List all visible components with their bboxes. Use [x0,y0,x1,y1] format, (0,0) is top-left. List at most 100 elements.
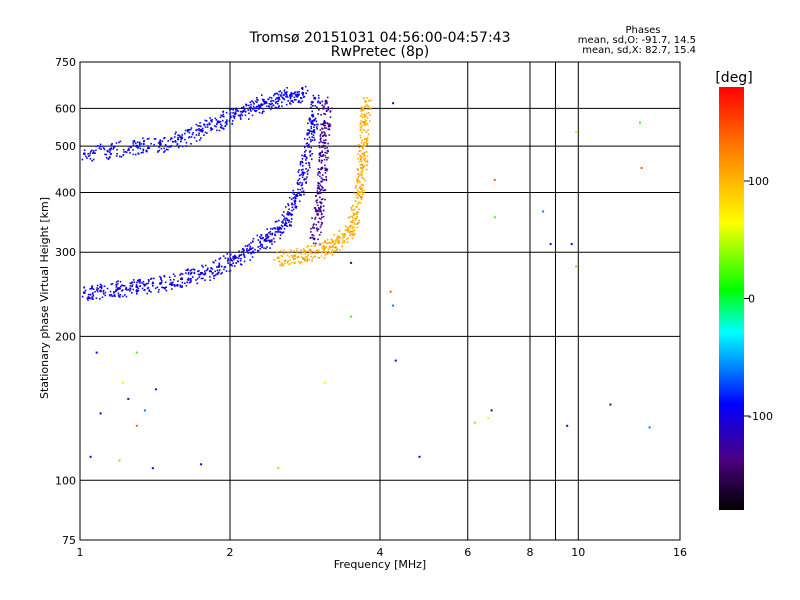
trace-echo [360,160,363,163]
trace-echo [292,192,294,194]
trace-echo [214,270,216,273]
trace-echo [300,97,302,100]
trace-echo [362,108,364,110]
trace-echo [214,117,217,120]
trace-echo [187,129,189,131]
trace-echo [285,206,287,208]
trace-echo [358,179,360,182]
trace-echo [285,217,288,219]
trace-echo [240,254,242,257]
trace-echo [129,287,131,289]
trace-echo [320,255,323,257]
trace-echo [85,155,87,158]
trace-echo [363,143,365,145]
trace-echo [111,295,113,297]
trace-echo [301,183,303,186]
trace-echo [176,284,179,286]
trace-echo [320,192,322,194]
trace-echo [268,239,271,242]
trace-echo [242,249,245,252]
trace-echo [337,242,339,245]
trace-echo [193,269,196,271]
trace-echo [288,196,291,199]
trace-echo [329,110,332,112]
trace-echo [314,218,316,220]
trace-echo [245,103,247,106]
trace-echo [165,148,168,151]
trace-echo [314,105,316,107]
trace-echo [318,188,321,190]
trace-echo [115,281,118,283]
trace-echo [321,123,324,126]
trace-echo [270,100,272,103]
trace-echo [269,247,271,249]
trace-echo [324,240,326,242]
trace-echo [150,142,152,145]
trace-point [82,152,86,156]
trace-echo [318,170,320,173]
trace-echo [361,170,364,173]
trace-echo [231,120,234,122]
trace-echo [286,225,289,228]
trace-echo [305,157,308,159]
trace-echo [203,123,206,126]
trace-echo [136,281,138,284]
trace-echo [265,247,267,250]
trace-echo [280,94,282,96]
trace-echo [319,129,322,131]
trace-echo [329,251,331,253]
trace-echo [361,193,364,196]
trace-echo [324,164,326,167]
trace-echo [92,295,95,297]
trace-echo [329,116,332,118]
trace-echo [304,155,307,158]
trace-echo [290,249,292,252]
trace-echo [242,110,244,113]
trace-echo [160,278,162,281]
trace-echo [273,258,276,261]
trace-echo [363,192,365,194]
trace-echo [299,262,302,265]
trace-point [293,254,297,258]
trace-echo [286,261,289,263]
trace-echo [209,127,212,129]
trace-echo [323,121,325,123]
trace-echo [299,161,302,163]
trace-echo [263,110,265,113]
trace-echo [299,163,302,166]
trace-echo [129,285,132,287]
trace-echo [333,233,335,236]
trace-echo [318,160,321,163]
trace-echo [203,134,205,136]
trace-echo [294,196,296,198]
trace-echo [287,204,290,207]
trace-echo [185,284,188,287]
trace-echo [308,130,311,133]
trace-echo [90,150,92,153]
trace-echo [166,145,168,148]
trace-echo [248,112,250,115]
trace-echo [269,108,272,111]
scatter-point [418,455,421,458]
trace-echo [315,120,318,123]
trace-echo [195,140,198,142]
trace-echo [361,173,363,176]
trace-echo [214,259,217,262]
trace-echo [365,121,367,123]
trace-echo [158,149,161,152]
trace-echo [357,153,360,155]
trace-echo [319,135,322,137]
trace-echo [296,256,298,259]
trace-echo [119,294,122,296]
trace-echo [311,139,314,141]
trace-echo [232,255,234,258]
trace-echo [325,139,327,141]
trace-echo [125,151,128,154]
trace-echo [259,240,261,243]
trace-echo [298,183,300,186]
trace-echo [321,180,324,183]
trace-echo [180,140,182,143]
trace-echo [309,248,311,251]
trace-echo [315,195,317,197]
trace-echo [298,192,301,195]
